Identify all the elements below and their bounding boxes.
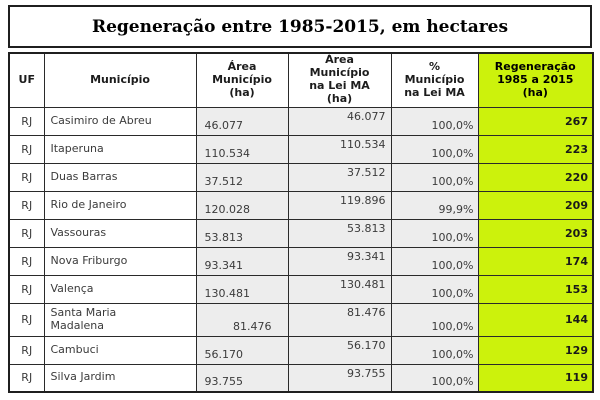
table-row: RJ Duas Barras 37.512 37.512 100,0% 220 — [8, 162, 594, 192]
page-title: Regeneração entre 1985-2015, em hectares — [91, 16, 509, 37]
cell-area-lei-ma: 130.481 — [287, 274, 392, 304]
regeneration-table: UF Município Área Município (ha) Área Mu… — [8, 52, 594, 393]
cell-area-lei-ma: 53.813 — [287, 218, 392, 248]
cell-municipio: Silva Jardim — [43, 363, 197, 393]
cell-pct-lei-ma: 100,0% — [390, 218, 479, 248]
cell-area-lei-ma: 56.170 — [287, 335, 392, 365]
cell-area-lei-ma: 93.341 — [287, 246, 392, 276]
cell-municipio: Cambuci — [43, 335, 197, 365]
cell-uf: RJ — [8, 162, 45, 192]
cell-municipio: Duas Barras — [43, 162, 197, 192]
table-row: RJ Silva Jardim 93.755 93.755 100,0% 119 — [8, 363, 594, 393]
cell-pct-lei-ma: 100,0% — [390, 363, 479, 393]
cell-regeneracao: 144 — [477, 302, 594, 337]
cell-area-municipio: 120.028 — [195, 190, 289, 220]
cell-uf: RJ — [8, 190, 45, 220]
cell-area-lei-ma: 93.755 — [287, 363, 392, 393]
cell-municipio: Valença — [43, 274, 197, 304]
cell-uf: RJ — [8, 106, 45, 136]
cell-municipio: Casimiro de Abreu — [43, 106, 197, 136]
table-row: RJ Cambuci 56.170 56.170 100,0% 129 — [8, 335, 594, 365]
table-row: RJ Santa Maria Madalena 81.476 81.476 10… — [8, 302, 594, 337]
cell-pct-lei-ma: 100,0% — [390, 274, 479, 304]
cell-municipio: Vassouras — [43, 218, 197, 248]
cell-regeneracao: 129 — [477, 335, 594, 365]
table-row: RJ Itaperuna 110.534 110.534 100,0% 223 — [8, 134, 594, 164]
cell-uf: RJ — [8, 134, 45, 164]
cell-area-lei-ma: 119.896 — [287, 190, 392, 220]
cell-area-lei-ma: 46.077 — [287, 106, 392, 136]
col-header-area-municipio: Área Município (ha) — [195, 52, 289, 108]
table-row: RJ Vassouras 53.813 53.813 100,0% 203 — [8, 218, 594, 248]
cell-uf: RJ — [8, 363, 45, 393]
cell-area-municipio: 110.534 — [195, 134, 289, 164]
cell-pct-lei-ma: 100,0% — [390, 162, 479, 192]
cell-municipio: Nova Friburgo — [43, 246, 197, 276]
cell-area-municipio: 93.341 — [195, 246, 289, 276]
cell-uf: RJ — [8, 246, 45, 276]
table-row: RJ Valença 130.481 130.481 100,0% 153 — [8, 274, 594, 304]
cell-regeneracao: 209 — [477, 190, 594, 220]
cell-area-municipio: 56.170 — [195, 335, 289, 365]
cell-regeneracao: 220 — [477, 162, 594, 192]
cell-municipio: Rio de Janeiro — [43, 190, 197, 220]
cell-regeneracao: 223 — [477, 134, 594, 164]
table-header-row: UF Município Área Município (ha) Área Mu… — [8, 52, 594, 108]
cell-pct-lei-ma: 100,0% — [390, 302, 479, 337]
table-row: RJ Rio de Janeiro 120.028 119.896 99,9% … — [8, 190, 594, 220]
cell-uf: RJ — [8, 335, 45, 365]
cell-area-municipio: 81.476 — [195, 302, 289, 337]
cell-regeneracao: 153 — [477, 274, 594, 304]
cell-regeneracao: 203 — [477, 218, 594, 248]
cell-pct-lei-ma: 100,0% — [390, 246, 479, 276]
cell-uf: RJ — [8, 302, 45, 337]
cell-municipio: Santa Maria Madalena — [43, 302, 197, 337]
cell-municipio: Itaperuna — [43, 134, 197, 164]
table-row: RJ Nova Friburgo 93.341 93.341 100,0% 17… — [8, 246, 594, 276]
table-row: RJ Casimiro de Abreu 46.077 46.077 100,0… — [8, 106, 594, 136]
cell-pct-lei-ma: 100,0% — [390, 106, 479, 136]
cell-area-municipio: 93.755 — [195, 363, 289, 393]
cell-regeneracao: 174 — [477, 246, 594, 276]
cell-area-municipio: 130.481 — [195, 274, 289, 304]
col-header-area-lei-ma: Área Município na Lei MA (ha) — [287, 52, 392, 108]
cell-area-lei-ma: 37.512 — [287, 162, 392, 192]
title-box: Regeneração entre 1985-2015, em hectares — [8, 5, 592, 48]
cell-pct-lei-ma: 100,0% — [390, 134, 479, 164]
cell-regeneracao: 267 — [477, 106, 594, 136]
cell-area-municipio: 37.512 — [195, 162, 289, 192]
col-header-pct-lei-ma: % Município na Lei MA — [390, 52, 479, 108]
cell-pct-lei-ma: 100,0% — [390, 335, 479, 365]
cell-uf: RJ — [8, 218, 45, 248]
cell-regeneracao: 119 — [477, 363, 594, 393]
cell-pct-lei-ma: 99,9% — [390, 190, 479, 220]
cell-uf: RJ — [8, 274, 45, 304]
cell-area-municipio: 46.077 — [195, 106, 289, 136]
col-header-uf: UF — [8, 52, 45, 108]
cell-area-lei-ma: 110.534 — [287, 134, 392, 164]
cell-area-municipio: 53.813 — [195, 218, 289, 248]
col-header-regeneracao: Regeneração 1985 a 2015 (ha) — [477, 52, 594, 108]
cell-area-lei-ma: 81.476 — [287, 302, 392, 337]
col-header-municipio: Município — [43, 52, 197, 108]
